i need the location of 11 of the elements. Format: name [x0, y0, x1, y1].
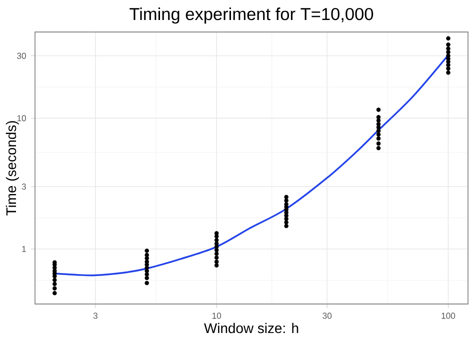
x-tick-label: 30	[322, 312, 332, 319]
x-tick-label: 100	[442, 312, 456, 319]
chart-title: Timing experiment for T=10,000	[130, 7, 374, 24]
x-tick-label: 3	[93, 312, 98, 319]
x-axis-title: Window size: h	[204, 322, 298, 334]
y-axis-title: Time (seconds)	[6, 121, 19, 216]
y-tick-label: 1	[22, 246, 26, 252]
y-tick-label: 30	[17, 52, 26, 59]
x-tick-label: 10	[212, 312, 222, 319]
y-tick-label: 3	[22, 184, 26, 190]
y-tick-label: 10	[17, 115, 26, 122]
